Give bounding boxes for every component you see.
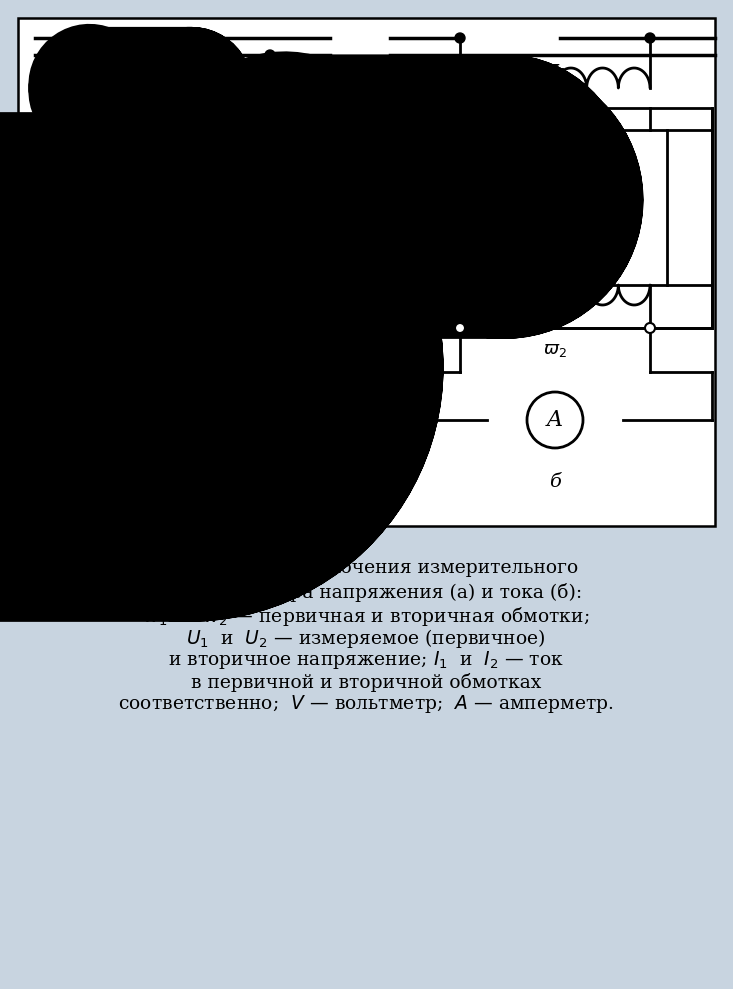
Text: б: б <box>549 473 561 491</box>
Text: $I_1$: $I_1$ <box>465 168 479 188</box>
Text: соответственно;  $V$ — вольтметр;  $A$ — амперметр.: соответственно; $V$ — вольтметр; $A$ — а… <box>118 693 614 715</box>
Text: и вторичное напряжение; $I_1$  и  $I_2$ — ток: и вторичное напряжение; $I_1$ и $I_2$ — … <box>168 649 564 671</box>
Text: A: A <box>547 409 563 431</box>
Text: $U_1$: $U_1$ <box>166 65 190 87</box>
Bar <box>60 105 330 335</box>
Circle shape <box>645 323 655 333</box>
Circle shape <box>167 390 223 446</box>
Bar <box>408 108 712 328</box>
Text: $U_2$: $U_2$ <box>166 344 190 366</box>
Text: $I_2$: $I_2$ <box>465 190 479 210</box>
Text: V: V <box>187 407 203 429</box>
Circle shape <box>455 33 465 43</box>
Bar <box>447 130 667 285</box>
Text: $\varpi_2$: $\varpi_2$ <box>543 341 567 359</box>
Bar <box>95 128 295 298</box>
Text: $\varpi_1$: $\varpi_1$ <box>543 61 567 79</box>
Circle shape <box>105 33 115 43</box>
Circle shape <box>403 367 413 377</box>
Text: $U_1$  и  $U_2$ — измеряемое (первичное): $U_1$ и $U_2$ — измеряемое (первичное) <box>186 626 546 650</box>
Bar <box>18 18 715 526</box>
Text: в первичной и вторичной обмотках: в первичной и вторичной обмотках <box>191 673 541 691</box>
Text: Рис. 1.  Схемы включения измерительного: Рис. 1. Схемы включения измерительного <box>153 559 578 577</box>
Text: $w_1$  и  $w_2$ — первичная и вторичная обмотки;: $w_1$ и $w_2$ — первичная и вторичная об… <box>143 604 589 627</box>
Text: а: а <box>184 473 196 491</box>
Circle shape <box>527 392 583 448</box>
Circle shape <box>265 50 275 60</box>
Circle shape <box>455 323 465 333</box>
Text: $\varpi_1$: $\varpi_1$ <box>113 199 137 217</box>
Text: $\varpi_2$: $\varpi_2$ <box>208 216 232 234</box>
Text: трансформатора напряжения (а) и тока (б):: трансформатора напряжения (а) и тока (б)… <box>150 583 583 601</box>
Circle shape <box>645 33 655 43</box>
